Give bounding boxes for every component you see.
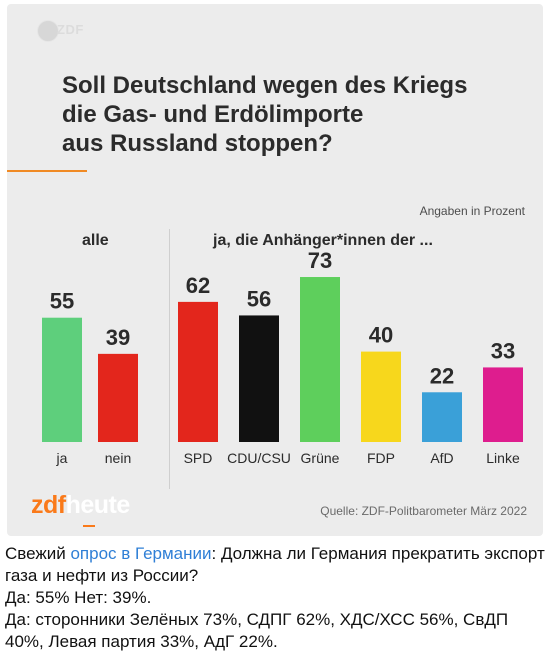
group-label-all: alle (82, 232, 109, 249)
brand-heute: heute (65, 491, 131, 519)
value-label: 62 (186, 273, 210, 298)
units-note: Angaben in Prozent (419, 204, 525, 218)
category-label: Linke (486, 450, 520, 466)
bar-spd (178, 301, 218, 442)
bar-chart: 55 ja 39 nein 62 SPD 56 CDU/CSU 73 Grüne 40 FDP 22 Af… (42, 248, 523, 466)
post-caption: Свежий опрос в Германии: Должна ли Герма… (5, 543, 545, 653)
category-label: Grüne (301, 450, 340, 466)
value-label: 22 (430, 363, 454, 388)
value-label: 40 (369, 323, 393, 348)
zdfheute-logo: zdfheute (31, 491, 130, 520)
caption-line1: Свежий опрос в Германии: Должна ли Герма… (5, 543, 545, 587)
title-line: aus Russland stoppen? (62, 130, 333, 157)
group-divider (169, 229, 170, 489)
chart-title: Soll Deutschland wegen des Kriegs die Ga… (62, 71, 522, 158)
category-label: nein (105, 450, 131, 466)
title-line: die Gas- und Erdölimporte (62, 101, 364, 128)
accent-divider (7, 170, 87, 172)
bar-nein (98, 353, 138, 442)
source-note: Quelle: ZDF-Politbarometer März 2022 (320, 504, 527, 518)
value-label: 33 (491, 338, 515, 363)
bar-cdu-csu (239, 315, 279, 442)
brand-underscore (83, 525, 95, 527)
zdf-logo-icon (37, 20, 59, 42)
category-label: CDU/CSU (227, 450, 291, 466)
category-label: AfD (430, 450, 453, 466)
caption-prefix: Свежий (5, 544, 71, 563)
brand-zdf: zdf (31, 491, 66, 519)
bar-gr-ne (300, 277, 340, 442)
value-label: 73 (308, 248, 332, 273)
survey-link[interactable]: опрос в Германии (70, 544, 212, 563)
value-label: 56 (247, 286, 271, 311)
title-line: Soll Deutschland wegen des Kriegs (62, 72, 468, 99)
bar-ja (42, 317, 82, 442)
value-label: 39 (106, 325, 130, 350)
value-label: 55 (50, 289, 74, 314)
category-label: ja (56, 450, 68, 466)
category-label: SPD (184, 450, 213, 466)
caption-line3: Да: сторонники Зелёных 73%, СДПГ 62%, ХД… (5, 610, 509, 651)
infographic-card: ZDF Soll Deutschland wegen des Kriegs di… (7, 4, 543, 536)
category-label: FDP (367, 450, 395, 466)
caption-suffix: : Должна ли Германия прекратить экспорт … (5, 544, 545, 585)
bar-fdp (361, 351, 401, 442)
caption-line2: Да: 55% Нет: 39%. (5, 588, 152, 607)
group-label-supporters: ja, die Anhänger*innen der ... (213, 232, 433, 249)
bar-linke (483, 367, 523, 442)
zdf-logo-text: ZDF (57, 22, 84, 37)
bar-afd (422, 392, 462, 442)
